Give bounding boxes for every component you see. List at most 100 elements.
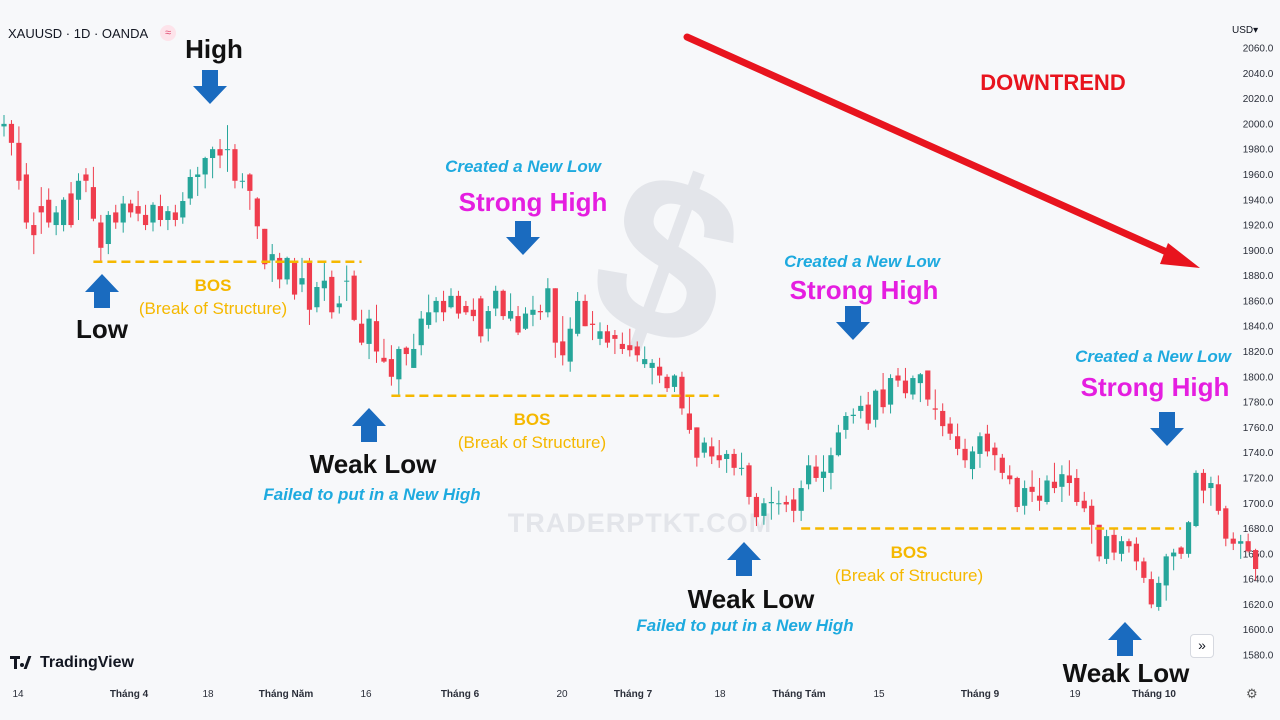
bos-label: BOS <box>891 543 928 562</box>
y-tick-label: 1900.0 <box>1243 246 1274 257</box>
candle-body <box>195 174 201 177</box>
candle-body <box>567 328 573 362</box>
candle-body <box>291 262 298 295</box>
candle-body <box>969 451 976 470</box>
y-tick-label: 1980.0 <box>1243 145 1274 156</box>
candle-body <box>1200 472 1207 491</box>
scroll-to-realtime-button[interactable]: » <box>1190 634 1214 658</box>
candle-body <box>373 321 380 352</box>
indicator-badge-icon[interactable]: ≈ <box>160 25 176 41</box>
tradingview-logo[interactable]: TradingView <box>10 654 134 672</box>
candle-body <box>530 309 536 315</box>
candle-body <box>314 287 320 308</box>
candle-body <box>731 453 737 468</box>
y-tick-label: 1680.0 <box>1243 524 1274 535</box>
candle-body <box>150 204 156 223</box>
weak-low-label: Weak Low <box>310 449 437 479</box>
candle-body <box>798 488 804 511</box>
candle-body <box>61 199 67 226</box>
down-arrow-icon <box>1150 412 1184 446</box>
candle-body <box>16 142 22 181</box>
candle-body <box>98 222 104 248</box>
candle-body <box>992 447 998 456</box>
y-tick-label: 1740.0 <box>1243 448 1274 459</box>
candle-body <box>351 275 357 320</box>
low-label: Low <box>76 314 129 344</box>
candle-body <box>537 311 543 313</box>
candle-body <box>411 348 417 368</box>
strong-high-label: Strong High <box>1081 372 1230 402</box>
up-arrow-icon <box>727 542 761 576</box>
candle-body <box>23 174 29 223</box>
y-tick-label: 1840.0 <box>1243 322 1274 333</box>
candle-body <box>843 415 849 430</box>
x-tick-label: 16 <box>360 689 372 700</box>
candle-body <box>1185 522 1192 554</box>
y-tick-label: 2020.0 <box>1243 94 1274 105</box>
candle-body <box>746 465 752 497</box>
candle-body <box>426 312 432 325</box>
candle-body <box>493 290 499 309</box>
y-tick-label: 1720.0 <box>1243 473 1274 484</box>
candle-body <box>448 295 454 308</box>
candle-body <box>142 214 149 226</box>
candle-body <box>418 318 424 346</box>
x-tick-label: 18 <box>714 689 726 700</box>
candle-body <box>791 499 797 511</box>
settings-gear-icon[interactable]: ⚙ <box>1246 686 1258 701</box>
candle-body <box>463 305 469 313</box>
candle-body <box>224 149 231 151</box>
candle-body <box>344 280 350 282</box>
candle-body <box>299 278 305 285</box>
candle-body <box>902 380 909 394</box>
candle-body <box>709 446 715 457</box>
currency-selector[interactable]: USD▾ <box>1232 25 1259 36</box>
candle-body <box>1230 538 1236 544</box>
candle-body <box>83 174 89 181</box>
symbol-header[interactable]: XAUUSD · 1D · OANDA <box>8 26 149 41</box>
y-tick-label: 1860.0 <box>1243 296 1274 307</box>
high-label: High <box>185 34 243 64</box>
candle-body <box>381 357 387 362</box>
candle-body <box>277 257 283 280</box>
candle-body <box>1089 505 1095 525</box>
candle-body <box>619 343 625 349</box>
candle-body <box>254 198 260 227</box>
candle-body <box>366 318 372 344</box>
x-tick-label: Tháng 10 <box>1132 689 1176 700</box>
candle-body <box>485 311 491 329</box>
candle-body <box>545 288 551 313</box>
candle-body <box>1 123 7 127</box>
x-tick-label: Tháng Năm <box>259 689 314 700</box>
strong-high-label: Strong High <box>790 275 939 305</box>
candle-body <box>716 455 722 461</box>
x-tick-label: 20 <box>556 689 568 700</box>
candle-body <box>664 376 670 389</box>
candle-body <box>321 280 327 289</box>
failed-new-high-label: Failed to put in a New High <box>636 616 853 635</box>
candle-body <box>597 331 603 339</box>
candle-body <box>858 405 864 411</box>
candle-body <box>738 467 745 469</box>
candle-body <box>180 201 186 218</box>
candle-body <box>1163 556 1169 586</box>
candle-body <box>1066 475 1072 484</box>
candle-body <box>165 211 171 220</box>
candle-body <box>984 433 990 452</box>
candle-body <box>336 303 342 308</box>
x-tick-label: 14 <box>12 689 24 700</box>
candle-body <box>977 436 983 454</box>
y-tick-label: 2060.0 <box>1243 44 1274 55</box>
x-tick-label: Tháng Tám <box>772 689 825 700</box>
down-arrow-icon <box>506 221 540 255</box>
tradingview-logo-text: TradingView <box>40 654 134 671</box>
x-tick-label: Tháng 4 <box>110 689 149 700</box>
created-new-low-label: Created a New Low <box>1075 347 1233 366</box>
candle-body <box>1141 561 1147 578</box>
candle-body <box>604 331 611 343</box>
weak-low-label: Weak Low <box>688 584 815 614</box>
candle-body <box>31 225 37 236</box>
candle-body <box>1238 541 1244 544</box>
candle-body <box>306 262 313 310</box>
